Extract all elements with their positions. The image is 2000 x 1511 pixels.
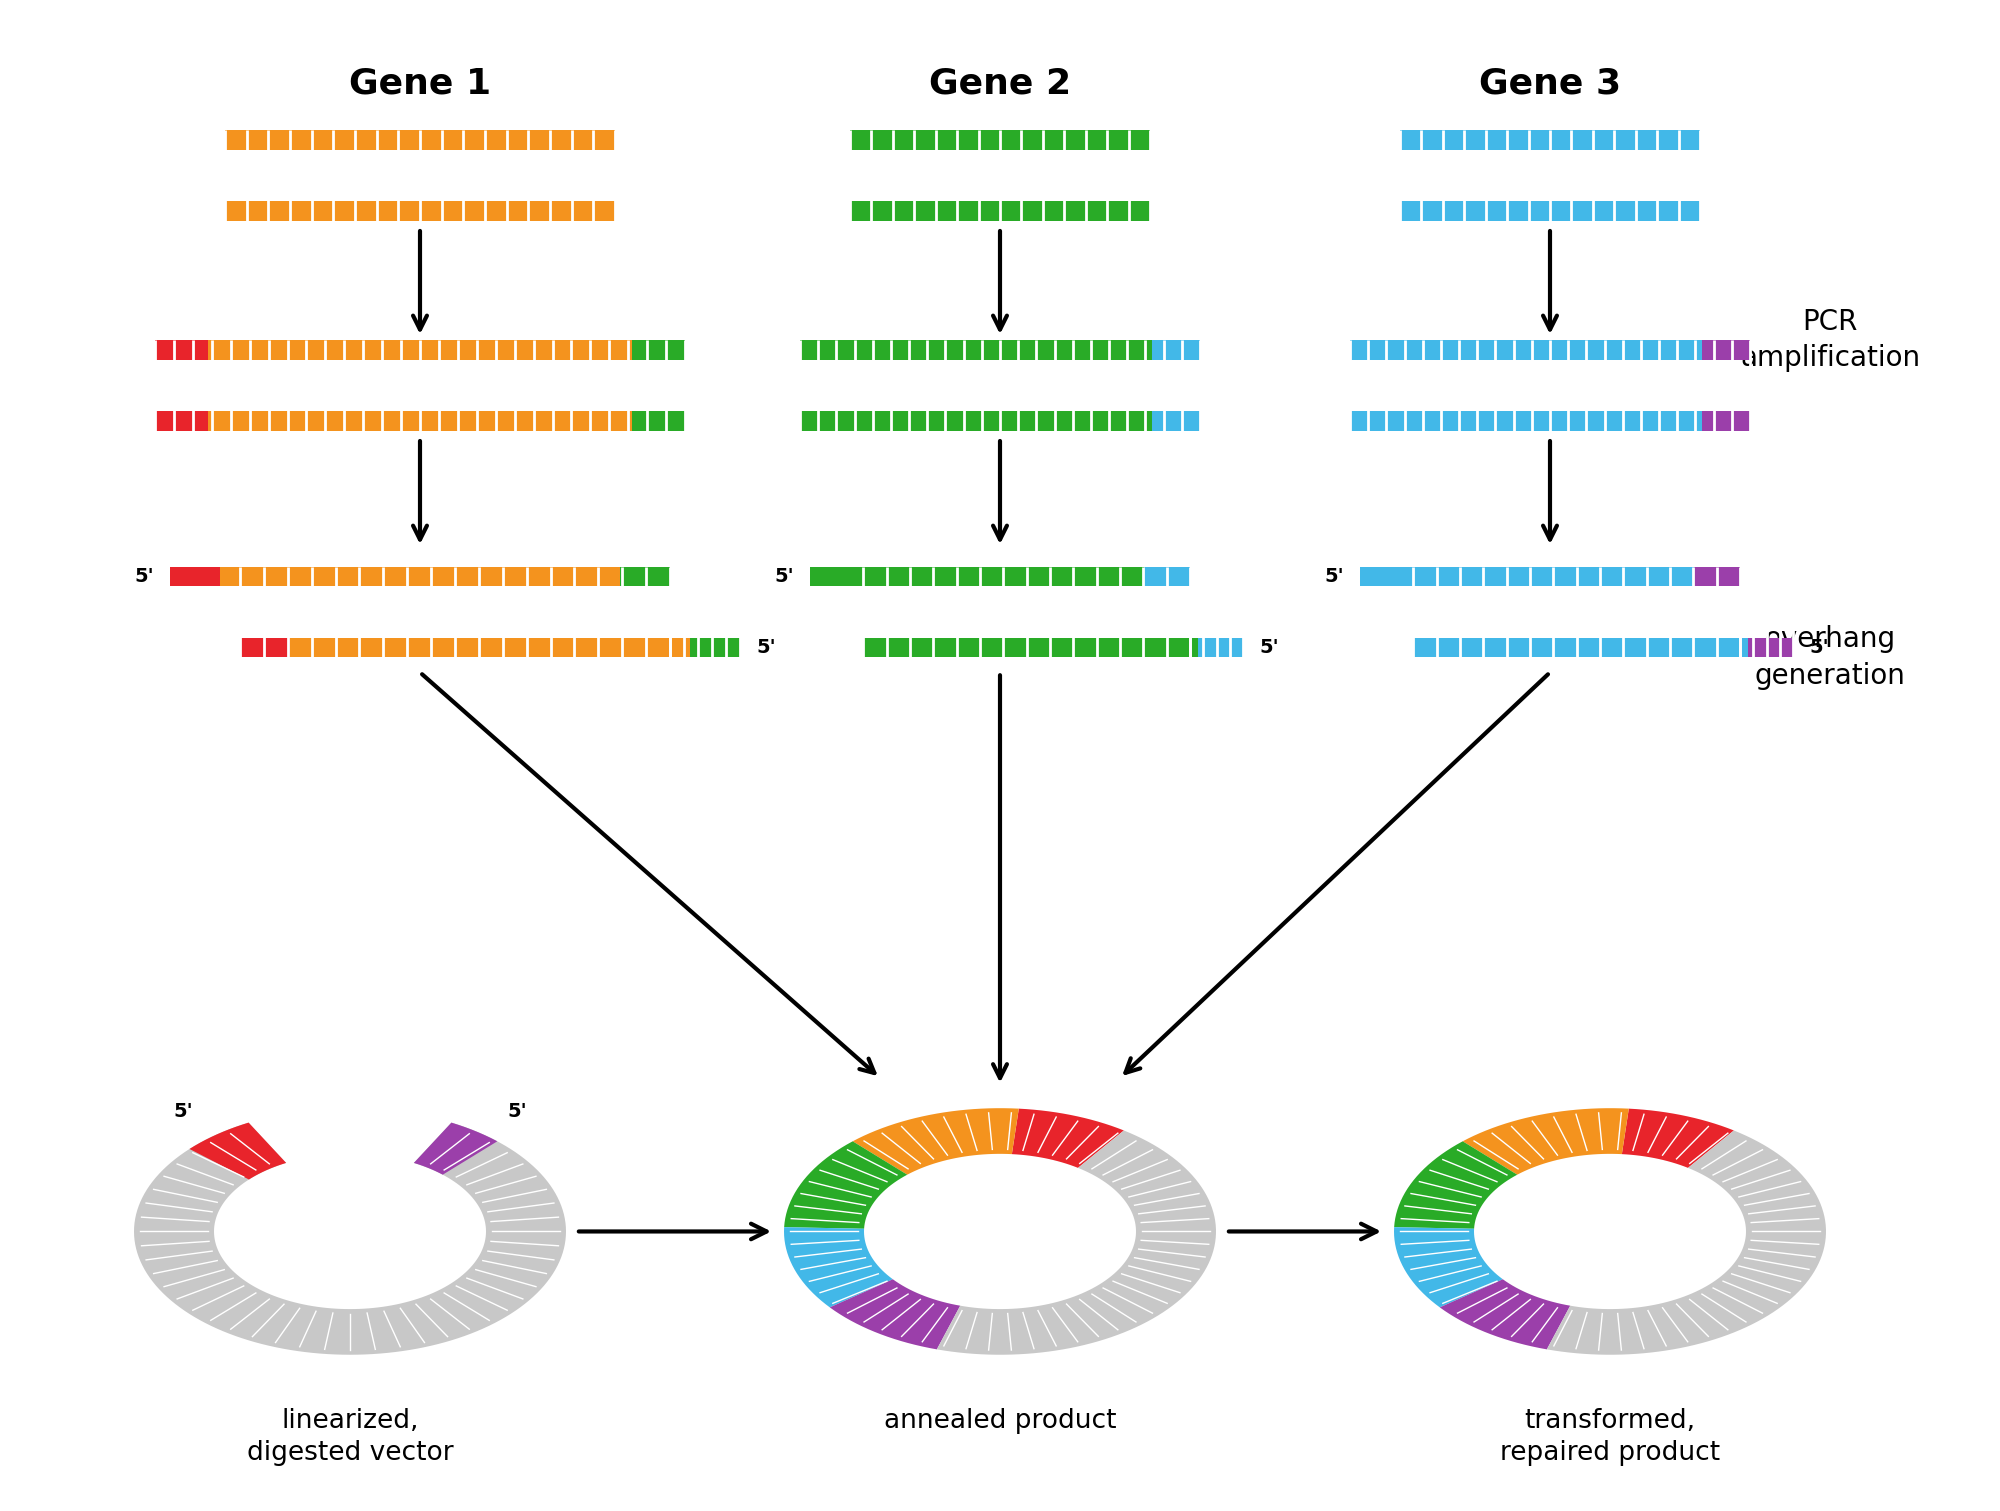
- Text: annealed product: annealed product: [884, 1408, 1116, 1434]
- Text: 5': 5': [1260, 638, 1278, 657]
- Text: PCR
amplification: PCR amplification: [1740, 308, 1920, 372]
- Text: 5': 5': [756, 638, 776, 657]
- Bar: [240, 638, 290, 657]
- Text: 5': 5': [1324, 567, 1344, 586]
- Bar: [800, 340, 848, 360]
- Bar: [154, 411, 208, 431]
- Bar: [690, 638, 740, 657]
- Bar: [850, 130, 1150, 150]
- Text: 5': 5': [134, 567, 154, 586]
- Polygon shape: [1440, 1280, 1570, 1349]
- Polygon shape: [784, 1227, 892, 1307]
- Bar: [1350, 411, 1398, 431]
- Text: 5': 5': [174, 1102, 192, 1121]
- Bar: [170, 567, 220, 586]
- Text: Gene 1: Gene 1: [348, 66, 492, 100]
- Bar: [848, 411, 1152, 431]
- Bar: [1400, 130, 1700, 150]
- Bar: [290, 638, 690, 657]
- Bar: [1458, 638, 1748, 657]
- Bar: [224, 201, 616, 221]
- Polygon shape: [414, 1123, 498, 1174]
- Bar: [154, 340, 208, 360]
- Bar: [208, 340, 632, 360]
- Polygon shape: [830, 1280, 960, 1349]
- Bar: [1360, 567, 1406, 586]
- Bar: [632, 340, 684, 360]
- Polygon shape: [1012, 1109, 1124, 1168]
- Text: transformed,
repaired product: transformed, repaired product: [1500, 1408, 1720, 1466]
- Polygon shape: [1394, 1141, 1518, 1228]
- Text: overhang
generation: overhang generation: [1754, 626, 1906, 689]
- Bar: [1152, 340, 1200, 360]
- Bar: [1144, 567, 1190, 586]
- Bar: [1152, 411, 1200, 431]
- Bar: [850, 201, 1150, 221]
- Bar: [848, 340, 1152, 360]
- Bar: [208, 411, 632, 431]
- Bar: [800, 411, 848, 431]
- Text: Gene 2: Gene 2: [928, 66, 1072, 100]
- Bar: [1406, 567, 1694, 586]
- Bar: [864, 638, 908, 657]
- Bar: [1748, 638, 1794, 657]
- Bar: [810, 567, 856, 586]
- Polygon shape: [1462, 1108, 1628, 1174]
- Bar: [620, 567, 670, 586]
- Polygon shape: [852, 1108, 1018, 1174]
- Text: Gene 3: Gene 3: [1478, 66, 1622, 100]
- Polygon shape: [1622, 1109, 1734, 1168]
- Bar: [220, 567, 620, 586]
- Bar: [1398, 411, 1702, 431]
- Bar: [632, 411, 684, 431]
- Bar: [1414, 638, 1458, 657]
- Polygon shape: [190, 1123, 286, 1180]
- Bar: [1350, 340, 1398, 360]
- Text: 5': 5': [508, 1102, 526, 1121]
- Bar: [856, 567, 1144, 586]
- Polygon shape: [936, 1130, 1216, 1355]
- Text: linearized,
digested vector: linearized, digested vector: [246, 1408, 454, 1466]
- Polygon shape: [1546, 1130, 1826, 1355]
- Bar: [1702, 340, 1750, 360]
- Bar: [908, 638, 1198, 657]
- Text: 5': 5': [1810, 638, 1828, 657]
- Bar: [224, 130, 616, 150]
- Text: 5': 5': [774, 567, 794, 586]
- Bar: [1400, 201, 1700, 221]
- Polygon shape: [134, 1123, 566, 1355]
- Polygon shape: [784, 1141, 908, 1228]
- Polygon shape: [1394, 1227, 1502, 1307]
- Bar: [1398, 340, 1702, 360]
- Bar: [1702, 411, 1750, 431]
- Bar: [1694, 567, 1740, 586]
- Bar: [1198, 638, 1244, 657]
